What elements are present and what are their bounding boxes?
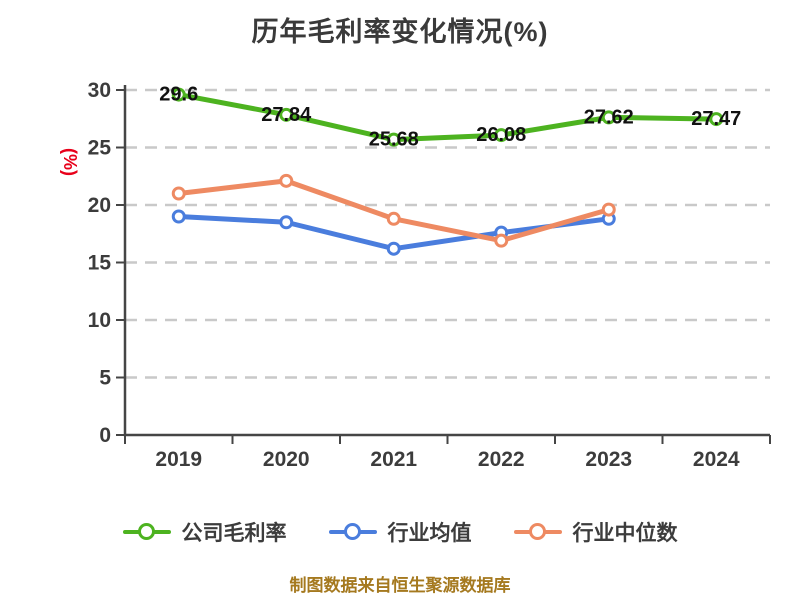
x-tick-label: 2019 — [155, 448, 202, 471]
x-tick-label: 2024 — [693, 448, 740, 471]
y-tick-label: 15 — [88, 252, 112, 275]
x-tick-label: 2021 — [370, 448, 417, 471]
legend-item-industry-median[interactable]: 行业中位数 — [513, 517, 678, 547]
data-point-marker — [386, 211, 401, 226]
data-point-marker — [171, 209, 186, 224]
chart-title: 历年毛利率变化情况(%) — [251, 17, 549, 47]
data-point-label: 25.68 — [369, 129, 419, 151]
series-line-2 — [176, 178, 612, 244]
data-point-marker — [171, 186, 186, 201]
legend-item-industry-average[interactable]: 行业均值 — [328, 517, 472, 547]
data-point-label: 27.84 — [261, 104, 312, 126]
data-point-marker — [171, 87, 186, 102]
data-point-marker — [279, 215, 294, 230]
y-tick-label: 0 — [99, 424, 111, 447]
y-tick-label: 25 — [88, 137, 112, 160]
series-line-0 — [176, 92, 719, 143]
data-point-marker — [601, 202, 616, 217]
data-point-label: 29.6 — [159, 84, 198, 106]
y-tick-label: 30 — [88, 79, 111, 102]
y-tick-label: 20 — [88, 194, 111, 217]
line-marker-icon — [122, 522, 171, 542]
legend-label: 公司毛利率 — [181, 522, 287, 545]
data-point-label: 27.62 — [584, 106, 634, 128]
line-marker-icon — [513, 522, 562, 542]
data-point-marker — [601, 110, 616, 125]
data-point-marker — [279, 107, 294, 122]
data-source-note: 制图数据来自恒生聚源数据库 — [289, 576, 511, 595]
line-marker-icon — [328, 522, 377, 542]
legend-item-company-gross-margin[interactable]: 公司毛利率 — [122, 517, 287, 547]
x-tick-label: 2023 — [585, 448, 632, 471]
y-axis-label: (%) — [60, 148, 80, 176]
x-tick-label: 2020 — [263, 448, 310, 471]
legend: 公司毛利率 行业均值 行业中位数 — [0, 517, 800, 547]
data-point-label: 27.47 — [691, 108, 741, 130]
data-point-marker — [494, 128, 509, 143]
legend-label: 行业中位数 — [572, 522, 678, 545]
data-point-label: 26.08 — [476, 124, 526, 146]
y-tick-label: 10 — [88, 309, 111, 332]
data-point-marker — [494, 233, 509, 248]
data-point-marker — [279, 173, 294, 188]
data-point-marker — [709, 112, 724, 127]
x-tick-label: 2022 — [478, 448, 525, 471]
data-point-marker — [386, 241, 401, 256]
data-point-marker — [386, 132, 401, 147]
y-tick-label: 5 — [99, 367, 111, 390]
legend-label: 行业均值 — [387, 522, 472, 545]
